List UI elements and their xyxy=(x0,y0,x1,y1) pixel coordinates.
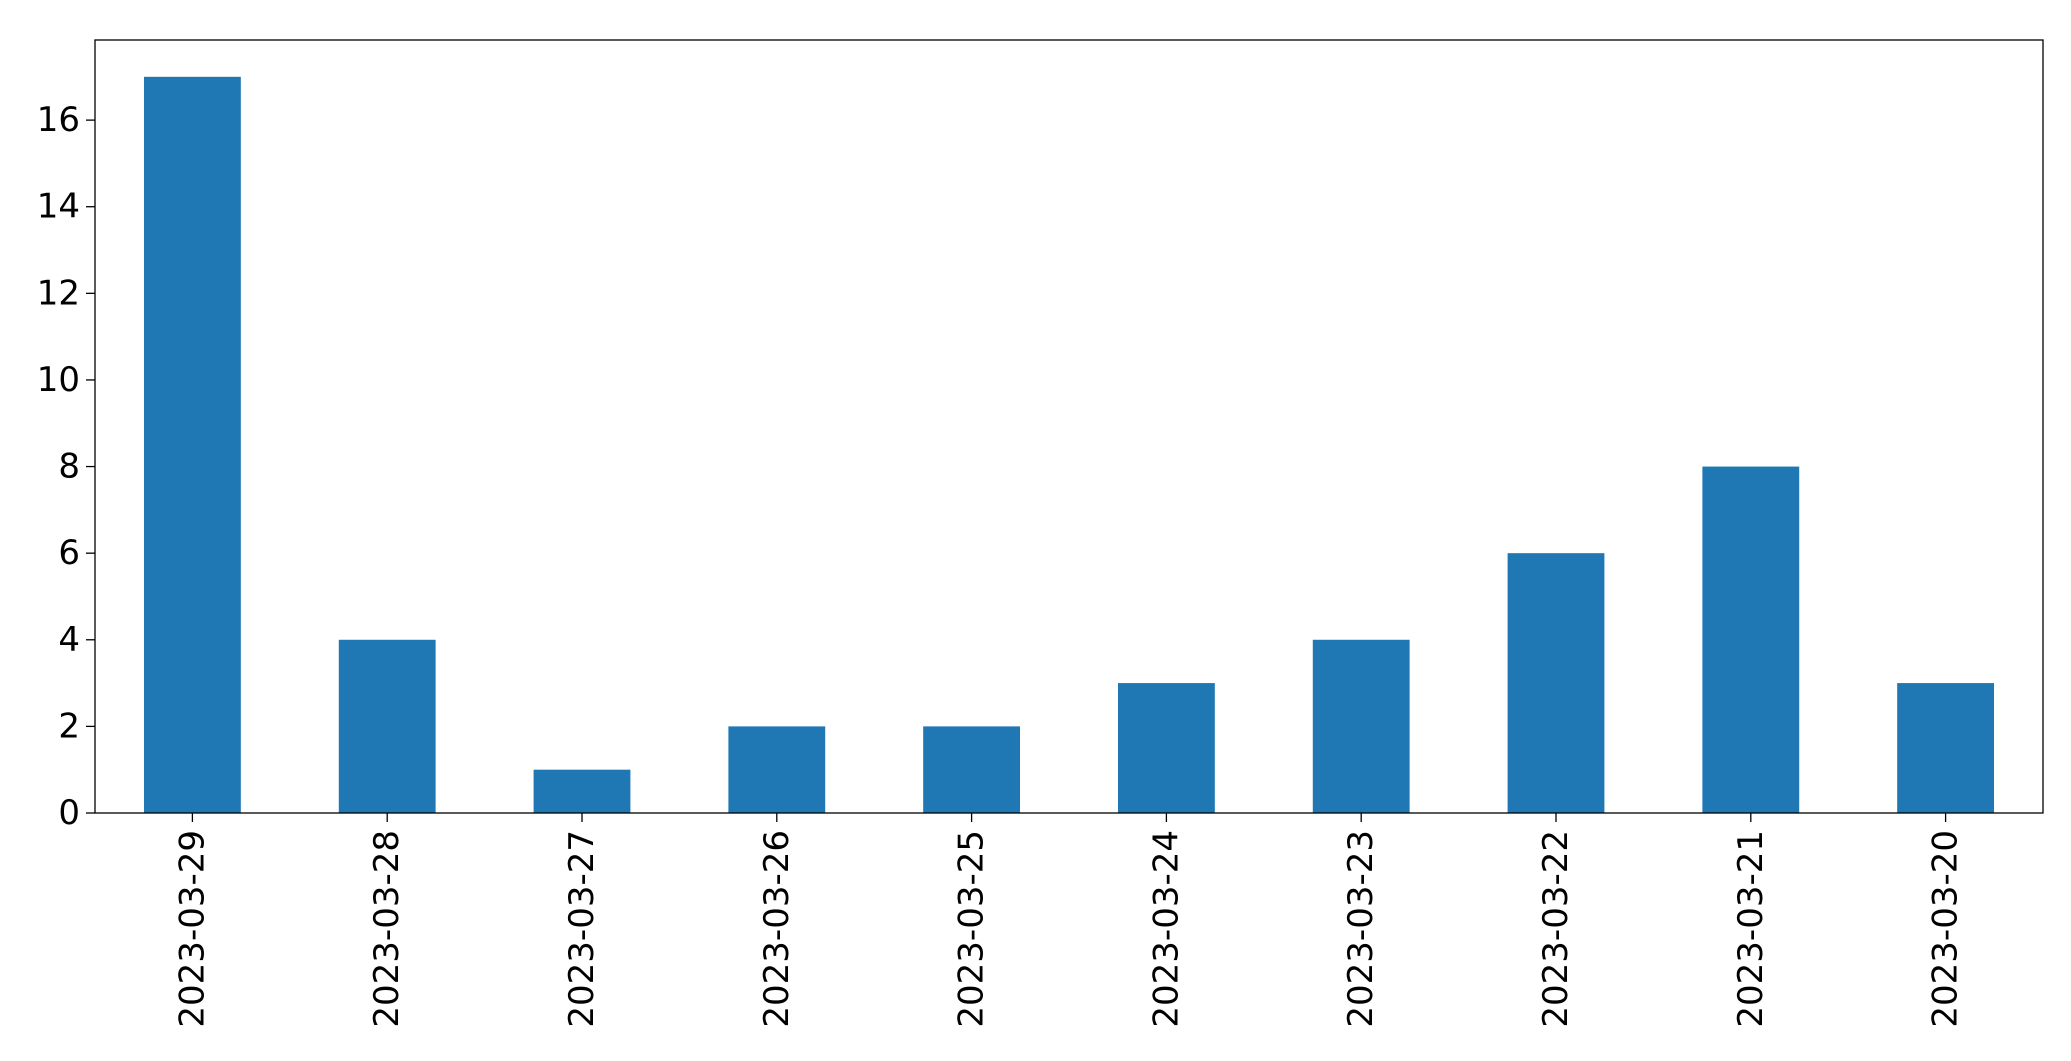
x-tick-label: 2023-03-24 xyxy=(1146,830,1186,1028)
bar-2023-03-24 xyxy=(1117,683,1215,813)
bar-2023-03-23 xyxy=(1312,639,1410,813)
x-tick-label: 2023-03-20 xyxy=(1926,830,1966,1028)
x-tick-label: 2023-03-29 xyxy=(172,830,212,1028)
y-tick-label: 14 xyxy=(37,187,80,227)
y-tick-label: 6 xyxy=(58,533,80,573)
bars-layer xyxy=(143,76,1995,813)
x-tick-label: 2023-03-26 xyxy=(757,830,797,1028)
x-tick-label: 2023-03-22 xyxy=(1536,830,1576,1028)
y-tick-label: 0 xyxy=(58,793,80,833)
y-tick-label: 16 xyxy=(37,100,80,140)
x-tick-label: 2023-03-23 xyxy=(1341,830,1381,1028)
y-tick-label: 8 xyxy=(58,447,80,487)
y-axis: 0 2 4 6 8 10 12 14 16 xyxy=(37,100,95,833)
x-tick-label: 2023-03-27 xyxy=(562,830,602,1028)
y-tick-label: 2 xyxy=(58,706,80,746)
bar-2023-03-22 xyxy=(1507,553,1605,813)
x-tick-label: 2023-03-28 xyxy=(367,830,407,1028)
y-tick-label: 4 xyxy=(58,620,80,660)
bar-2023-03-25 xyxy=(923,726,1021,813)
bar-2023-03-21 xyxy=(1702,466,1800,813)
bar-2023-03-29 xyxy=(143,76,241,813)
bar-2023-03-28 xyxy=(338,639,436,813)
x-tick-label: 2023-03-21 xyxy=(1731,830,1771,1028)
y-tick-label: 10 xyxy=(37,360,80,400)
plot-frame xyxy=(94,39,2044,814)
y-tick-label: 12 xyxy=(37,273,80,313)
bar-2023-03-27 xyxy=(533,769,631,813)
bar-2023-03-20 xyxy=(1897,683,1995,813)
x-axis: 2023-03-29 2023-03-28 2023-03-27 2023-03-26… xyxy=(172,813,1966,1028)
bar-2023-03-26 xyxy=(728,726,826,813)
x-tick-label: 2023-03-25 xyxy=(952,830,992,1028)
